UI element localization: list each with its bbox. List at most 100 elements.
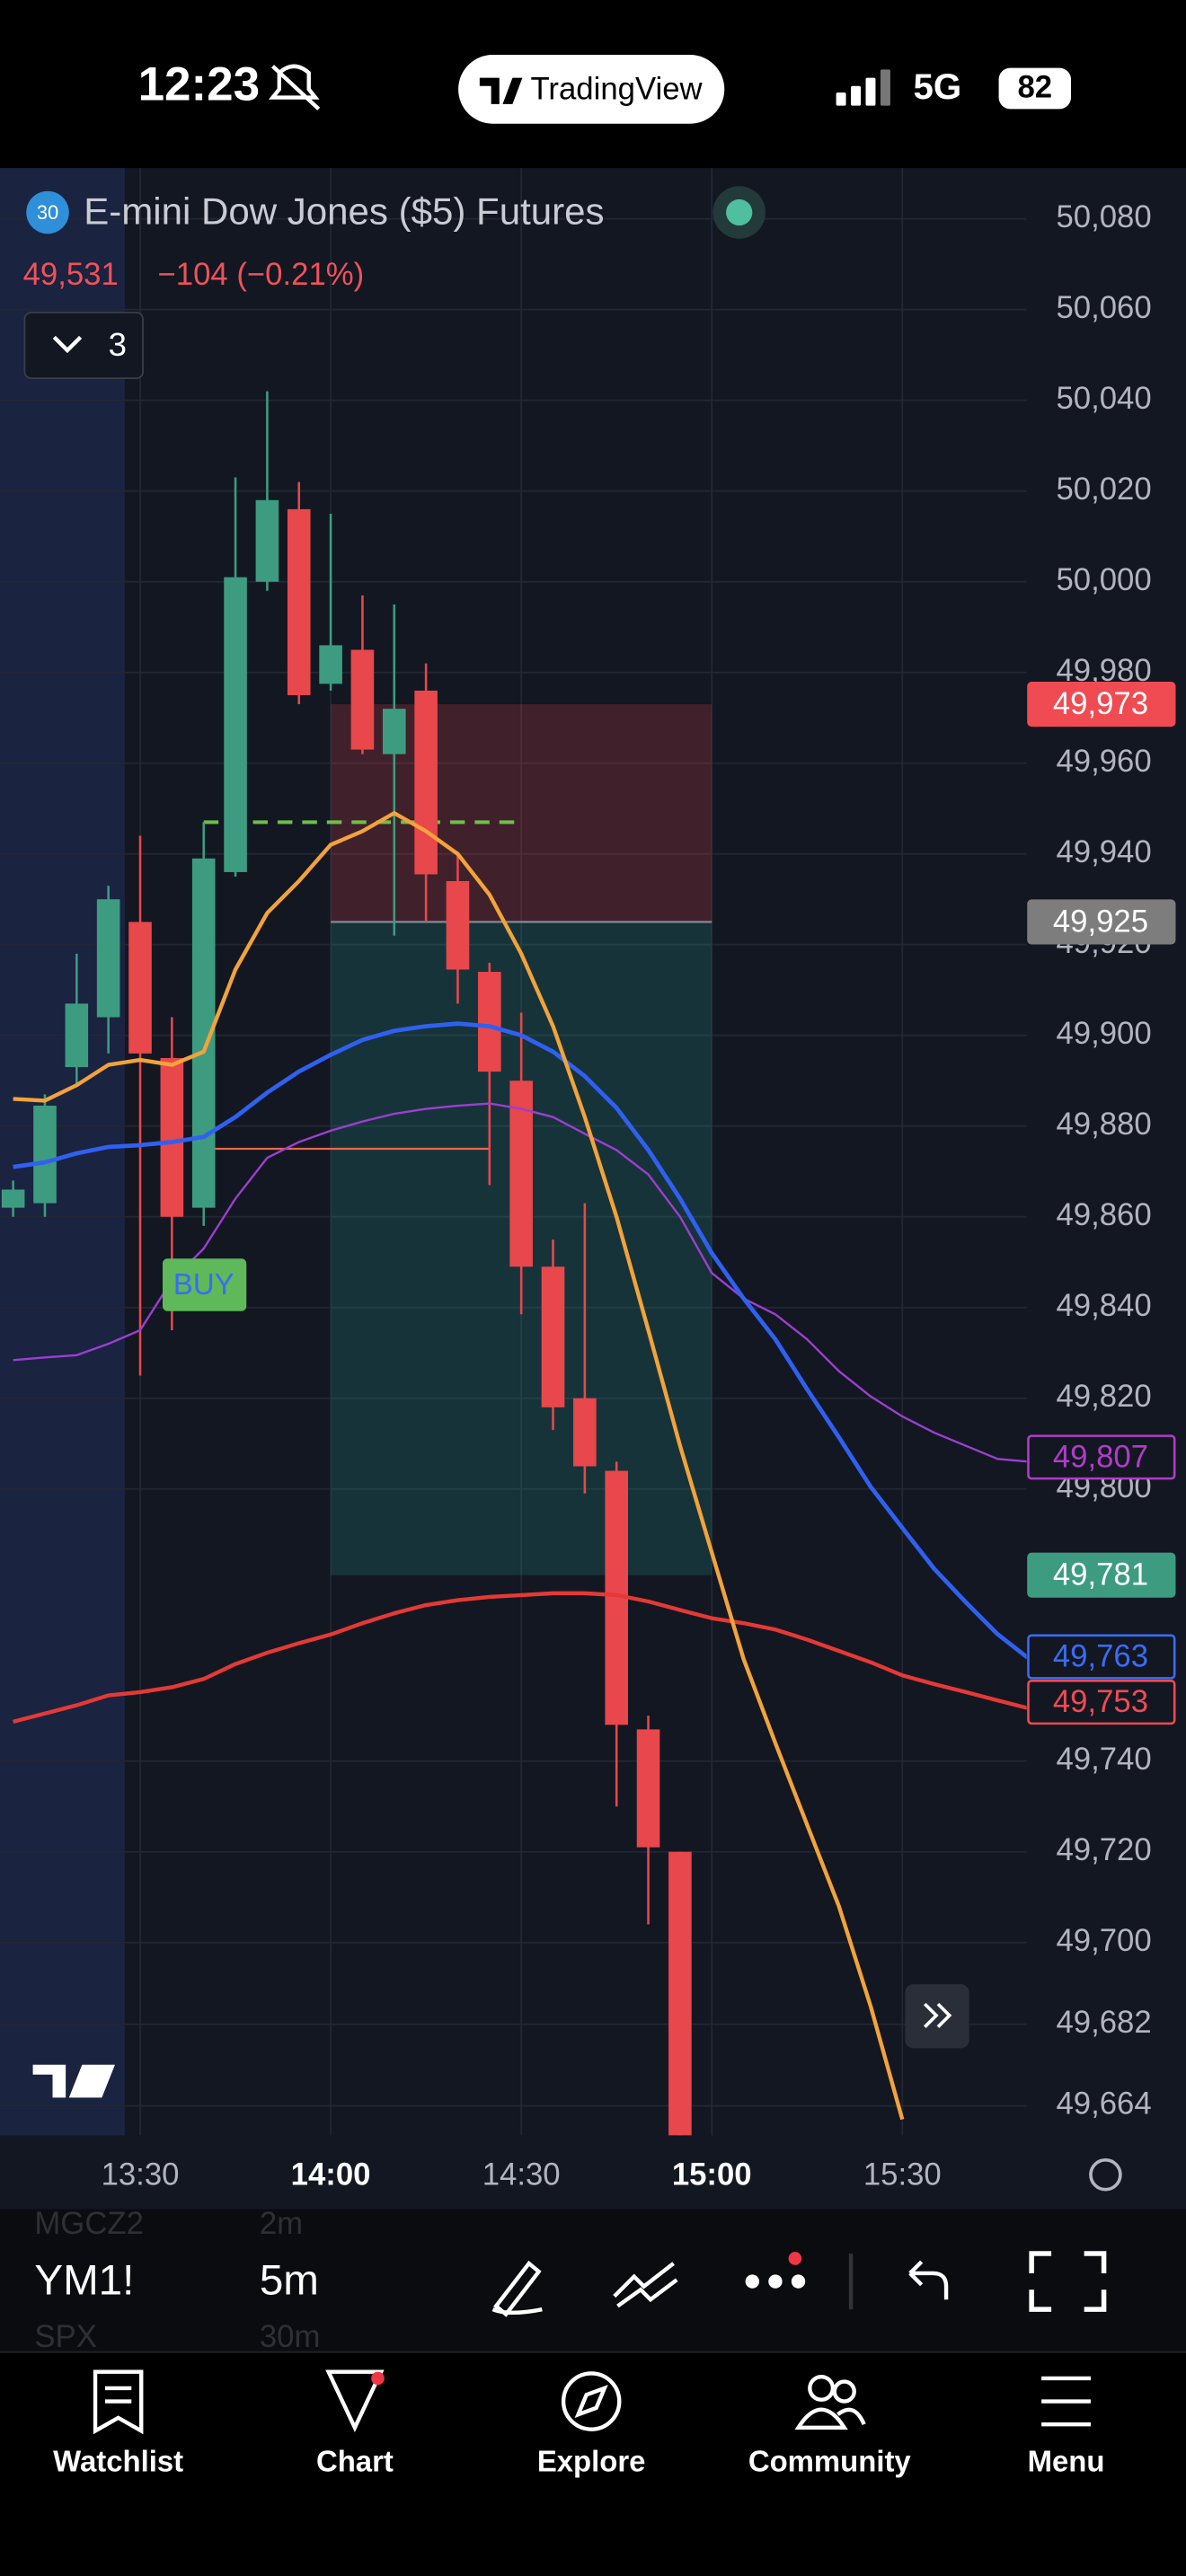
network: 5G xyxy=(914,66,962,107)
candle-body xyxy=(287,508,311,695)
y-tick-label: 49,880 xyxy=(1056,1107,1151,1142)
community-icon-b xyxy=(832,2379,856,2404)
x-tick-label: 15:00 xyxy=(672,2157,752,2192)
price-label-box xyxy=(1027,1434,1176,1480)
interval-badge-text: 30 xyxy=(37,201,58,224)
ghost-symbol: SPX xyxy=(34,2320,96,2354)
price-label-box xyxy=(1027,682,1176,728)
nav-label[interactable]: Watchlist xyxy=(53,2445,183,2478)
battery xyxy=(998,67,1072,110)
trend-tool[interactable] xyxy=(613,2262,678,2308)
nav-label[interactable]: Explore xyxy=(537,2445,646,2478)
market-status-dot xyxy=(726,198,753,226)
candle-body xyxy=(1,1189,25,1208)
price-label: 49,807 xyxy=(1053,1440,1148,1474)
explore-icon[interactable] xyxy=(561,2371,622,2431)
app-pill xyxy=(458,54,725,124)
candle-body xyxy=(668,1851,692,2136)
candle-body xyxy=(414,690,438,875)
clock: 12:23 xyxy=(138,58,261,111)
price-change: −104 (−0.21%) xyxy=(158,258,365,292)
community-icon[interactable] xyxy=(808,2374,836,2402)
fullscreen[interactable] xyxy=(1029,2251,1107,2312)
y-tick-label: 49,700 xyxy=(1056,1924,1151,1958)
candle-body xyxy=(255,499,279,582)
more-dot xyxy=(768,2274,783,2289)
indicator-count: 3 xyxy=(109,326,127,363)
y-tick-label: 49,740 xyxy=(1056,1742,1151,1777)
compass-needle xyxy=(574,2385,608,2418)
candle-body xyxy=(446,881,470,970)
x-tick-label: 14:00 xyxy=(291,2157,371,2192)
undo[interactable] xyxy=(908,2260,949,2300)
price-label-box xyxy=(1027,899,1176,945)
watchlist-icon[interactable] xyxy=(93,2369,144,2435)
app-name: TradingView xyxy=(531,72,704,106)
plot xyxy=(0,168,1027,2136)
price-label-box xyxy=(1027,1634,1176,1680)
session-shade xyxy=(0,168,125,2136)
app-logo xyxy=(479,77,523,104)
price-label-box xyxy=(1027,1680,1176,1725)
candle-body xyxy=(350,649,375,750)
y-tick-label: 49,720 xyxy=(1056,1833,1151,1867)
badge xyxy=(788,2252,802,2265)
candle-body xyxy=(224,577,247,872)
buy-label: BUY xyxy=(173,1267,235,1301)
settings-icon[interactable] xyxy=(1089,2157,1122,2192)
interval-button[interactable]: 5m xyxy=(260,2256,319,2304)
nav-icons xyxy=(93,2369,1091,2435)
y-tick-label: 50,080 xyxy=(1056,200,1151,234)
price-label: 49,973 xyxy=(1053,687,1148,721)
community-body xyxy=(794,2407,866,2430)
menu-icon[interactable] xyxy=(1041,2376,1091,2427)
ghost-interval: 30m xyxy=(260,2320,321,2354)
more-dot xyxy=(791,2274,806,2289)
more-dot[interactable] xyxy=(745,2274,760,2289)
nav-bar: Watchlist Chart Explore Community Menu xyxy=(53,2445,1104,2478)
candle-body xyxy=(128,922,152,1054)
ghost-interval: 2m xyxy=(260,2207,303,2241)
candle-body xyxy=(382,709,406,754)
badge xyxy=(371,2371,385,2386)
symbol-button[interactable]: YM1! xyxy=(34,2256,134,2304)
y-tick-label: 49,820 xyxy=(1056,1380,1151,1414)
nav-label[interactable]: Menu xyxy=(1028,2445,1105,2478)
chart-icon[interactable] xyxy=(325,2369,385,2432)
nav-label[interactable]: Community xyxy=(748,2445,912,2478)
toolbar xyxy=(0,2209,1186,2352)
watermark xyxy=(32,2064,115,2098)
indicator-line xyxy=(13,811,905,2121)
y-tick-label: 49,840 xyxy=(1056,1289,1151,1323)
y-tick-label: 49,960 xyxy=(1056,745,1151,779)
draw-tool[interactable] xyxy=(491,2260,543,2317)
indicator-line xyxy=(13,1591,1027,1724)
indicator-line xyxy=(13,1021,1027,1660)
y-tick-label: 50,000 xyxy=(1056,563,1151,597)
candle-body xyxy=(636,1729,660,1848)
chevron xyxy=(52,335,83,354)
y-tick-label: 49,860 xyxy=(1056,1198,1151,1232)
price-label: 49,925 xyxy=(1053,904,1148,939)
silent-icon xyxy=(268,64,321,110)
y-tick-label: 50,040 xyxy=(1056,382,1151,416)
price-label: 49,763 xyxy=(1053,1640,1148,1674)
price-label: 49,753 xyxy=(1053,1685,1148,1719)
signal-icon xyxy=(836,69,890,106)
candle-body xyxy=(160,1057,184,1217)
indicator-toggle[interactable] xyxy=(23,312,144,380)
last-price: 49,531 xyxy=(23,258,119,292)
candle-body xyxy=(478,972,501,1072)
candle-body xyxy=(96,899,120,1018)
y-tick-label: 49,940 xyxy=(1056,835,1151,869)
x-tick-label: 15:30 xyxy=(863,2157,942,2192)
x-tick-label: 14:30 xyxy=(482,2157,561,2192)
buy-marker xyxy=(162,1258,247,1311)
x-tick-label: 13:30 xyxy=(102,2157,180,2192)
candle-body xyxy=(65,1003,89,1068)
nav-label[interactable]: Chart xyxy=(316,2445,394,2478)
y-tick-label: 49,900 xyxy=(1056,1017,1151,1051)
candle-body xyxy=(541,1266,565,1407)
